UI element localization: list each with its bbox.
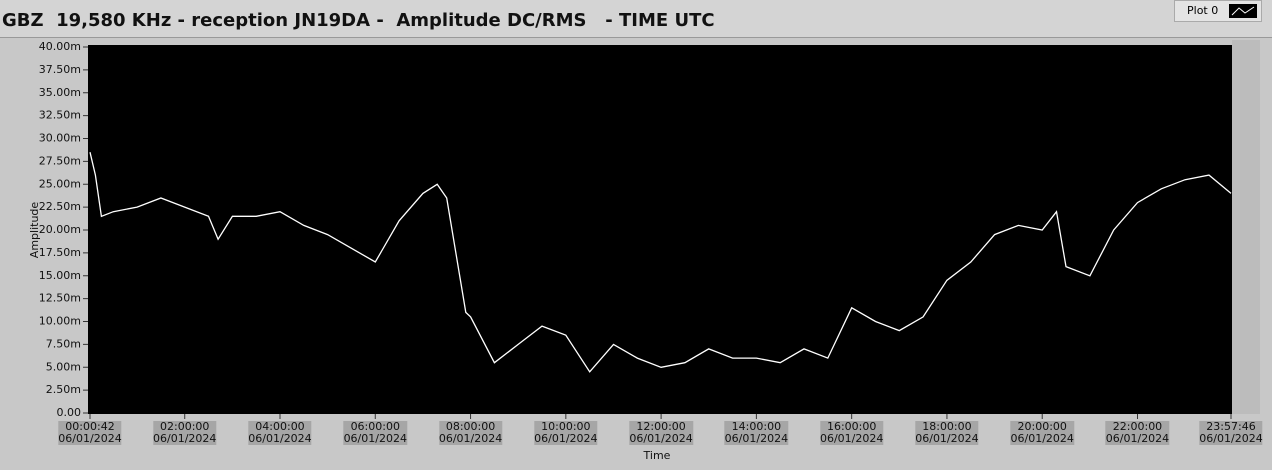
chart-title: GBZ 19,580 KHz - reception JN19DA - Ampl… (2, 10, 715, 31)
x-tick-label: 14:00:00 06/01/2024 (724, 420, 789, 445)
y-tick-label: 32.50m (39, 109, 81, 122)
y-axis-label: Amplitude (28, 202, 41, 259)
y-tick-label: 40.00m (39, 40, 81, 53)
y-tick-label: 25.00m (39, 177, 81, 190)
x-tick-label: 22:00:00 06/01/2024 (1105, 420, 1170, 445)
y-tick-label: 20.00m (39, 223, 81, 236)
y-tick-label: 37.50m (39, 63, 81, 76)
legend[interactable]: Plot 0 (1174, 0, 1262, 22)
y-tick-label: 2.50m (46, 383, 81, 396)
legend-label: Plot 0 (1187, 4, 1219, 17)
x-tick-label: 00:00:42 06/01/2024 (58, 420, 122, 445)
x-tick-label: 10:00:00 06/01/2024 (534, 420, 598, 445)
x-tick-label: 02:00:00 06/01/2024 (153, 420, 217, 445)
x-tick-label: 18:00:00 06/01/2024 (915, 420, 979, 445)
data-line (89, 152, 1232, 373)
y-tick-label: 17.50m (39, 246, 81, 259)
y-tick-label: 22.50m (39, 200, 81, 213)
y-tick-label: 10.00m (39, 315, 81, 328)
legend-swatch (1229, 4, 1257, 18)
y-tick-label: 7.50m (46, 337, 81, 350)
y-tick-label: 27.50m (39, 154, 81, 167)
plot-area (88, 45, 1232, 414)
y-tick-label: 15.00m (39, 269, 81, 282)
x-tick-label: 04:00:00 06/01/2024 (248, 420, 312, 445)
x-tick-label: 08:00:00 06/01/2024 (438, 420, 503, 445)
y-tick-label: 12.50m (39, 292, 81, 305)
x-tick-label: 23:57:46 06/01/2024 (1199, 420, 1263, 445)
x-tick-label: 20:00:00 06/01/2024 (1010, 420, 1074, 445)
y-tick-label: 0.00 (57, 406, 82, 419)
y-tick-label: 30.00m (39, 132, 81, 145)
x-tick-label: 12:00:00 06/01/2024 (629, 420, 693, 445)
x-tick-label: 16:00:00 06/01/2024 (819, 420, 884, 445)
x-tick-label: 06:00:00 06/01/2024 (343, 420, 407, 445)
y-tick-label: 35.00m (39, 86, 81, 99)
x-axis-label: Time (643, 449, 671, 462)
scroll-strip (1232, 40, 1260, 414)
y-tick-label: 5.00m (46, 360, 81, 373)
